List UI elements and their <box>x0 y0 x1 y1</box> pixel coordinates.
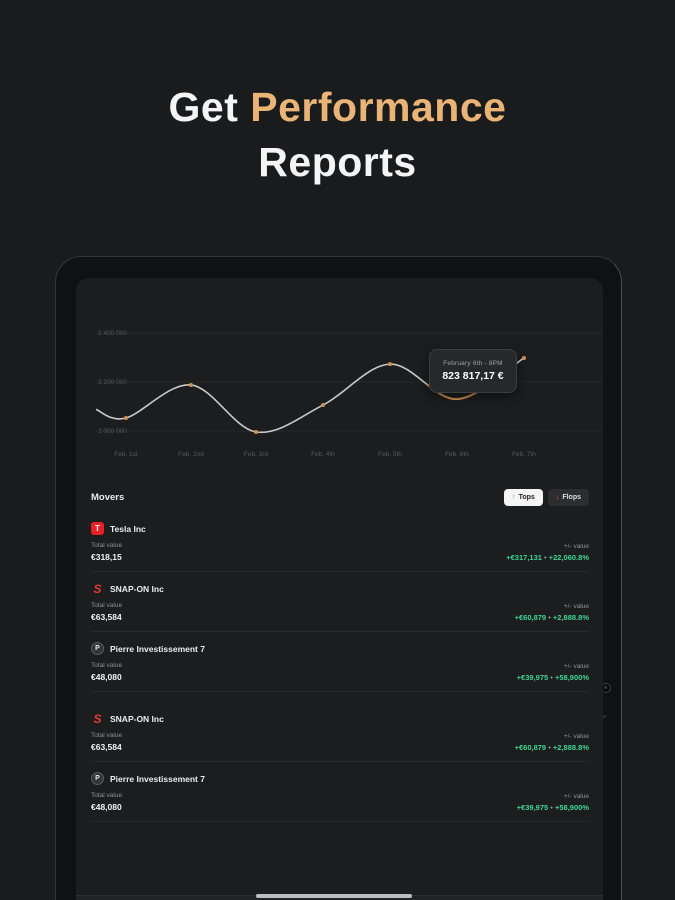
flops-label: Flops <box>562 494 581 501</box>
mover-row[interactable]: S SNAP-ON Inc Total value €63,584 +/- va… <box>91 702 589 762</box>
tops-button[interactable]: ↑ Tops <box>504 489 543 506</box>
x-tick-label: Feb. 2nd <box>178 451 204 458</box>
mover-row[interactable]: T Tesla Inc Total value €318,15 +/- valu… <box>91 512 589 572</box>
change-value: +€60,879 • +2,888.8% <box>514 613 589 622</box>
movers-list: T Tesla Inc Total value €318,15 +/- valu… <box>76 512 603 822</box>
page-title: Get Performance Reports <box>0 80 675 189</box>
x-tick-label: Feb. 5th <box>378 451 402 458</box>
change-label: +/- value <box>563 543 589 550</box>
change-label: +/- value <box>563 733 589 740</box>
change-label: +/- value <box>563 663 589 670</box>
app-screen: 2 400 000 2 200 000 2 000 000 Feb. 1st Feb. … <box>76 278 603 900</box>
tablet-frame: 2 400 000 2 200 000 2 000 000 Feb. 1st Feb. … <box>55 256 622 900</box>
total-value: €48,080 <box>91 672 122 682</box>
mover-row[interactable]: P Pierre Investissement 7 Total value €4… <box>91 632 589 692</box>
arrow-down-icon: ↓ <box>555 494 560 501</box>
bezel-sensor-dot <box>603 715 606 718</box>
data-point[interactable] <box>124 416 128 421</box>
home-indicator[interactable] <box>256 894 412 898</box>
total-value-label: Total value <box>91 662 123 669</box>
x-tick-label: Feb. 3rd <box>244 451 269 458</box>
company-name: Pierre Investissement 7 <box>110 643 205 654</box>
mover-row[interactable]: S SNAP-ON Inc Total value €63,584 +/- va… <box>91 572 589 632</box>
title-prefix: Get <box>168 84 251 130</box>
company-name: SNAP-ON Inc <box>110 713 164 724</box>
tops-label: Tops <box>518 494 535 501</box>
chart-tooltip: February 6th - 8PM 823 817,17 € <box>429 349 517 393</box>
change-label: +/- value <box>563 603 589 610</box>
tooltip-value: 823 817,17 € <box>442 370 504 382</box>
movers-title: Movers <box>91 492 125 503</box>
performance-chart[interactable]: 2 400 000 2 200 000 2 000 000 Feb. 1st Feb. … <box>76 296 603 471</box>
change-value: +€317,131 • +22,060.8% <box>506 553 589 562</box>
y-tick-label: 2 200 000 <box>98 379 127 386</box>
total-value-label: Total value <box>91 542 123 549</box>
data-point[interactable] <box>254 429 258 434</box>
company-name: Pierre Investissement 7 <box>110 773 205 784</box>
change-value: +€39,975 • +58,900% <box>516 673 589 682</box>
x-tick-label: Feb. 4th <box>311 451 335 458</box>
total-value-label: Total value <box>91 732 123 739</box>
tooltip-date: February 6th - 8PM <box>443 360 503 367</box>
chart-line-highlight <box>427 373 502 401</box>
movers-filter-group: ↑ Tops ↓ Flops <box>504 489 589 506</box>
change-label: +/- value <box>563 793 589 800</box>
x-tick-label: Feb. 7th <box>512 451 536 458</box>
company-name: SNAP-ON Inc <box>110 583 164 594</box>
title-highlight: Performance <box>250 84 507 130</box>
y-tick-label: 2 000 000 <box>98 428 127 435</box>
total-value: €318,15 <box>91 552 122 562</box>
change-value: +€60,879 • +2,888.8% <box>514 743 589 752</box>
movers-header: Movers ↑ Tops ↓ Flops <box>91 489 589 506</box>
change-value: +€39,975 • +58,900% <box>516 803 589 812</box>
line-chart-svg: 2 400 000 2 200 000 2 000 000 Feb. 1st Feb. … <box>94 330 603 458</box>
x-tick-label: Feb. 6th <box>445 451 469 458</box>
company-logo: S <box>93 581 102 596</box>
x-tick-label: Feb. 1st <box>114 451 138 458</box>
data-point[interactable] <box>388 362 392 367</box>
flops-button[interactable]: ↓ Flops <box>547 489 589 506</box>
data-point[interactable] <box>321 403 325 408</box>
company-logo: S <box>93 711 102 726</box>
mover-row[interactable]: P Pierre Investissement 7 Total value €4… <box>91 762 589 822</box>
total-value-label: Total value <box>91 792 123 799</box>
y-tick-label: 2 400 000 <box>98 330 127 337</box>
company-logo: P <box>91 772 104 785</box>
total-value: €63,584 <box>91 742 122 752</box>
total-value-label: Total value <box>91 602 123 609</box>
data-point[interactable] <box>522 355 526 360</box>
arrow-up-icon: ↑ <box>512 494 516 501</box>
title-suffix: Reports <box>258 138 417 185</box>
data-point[interactable] <box>189 382 193 387</box>
total-value: €48,080 <box>91 802 122 812</box>
total-value: €63,584 <box>91 612 122 622</box>
company-name: Tesla Inc <box>110 523 146 534</box>
company-logo: T <box>91 522 104 535</box>
company-logo: P <box>91 642 104 655</box>
